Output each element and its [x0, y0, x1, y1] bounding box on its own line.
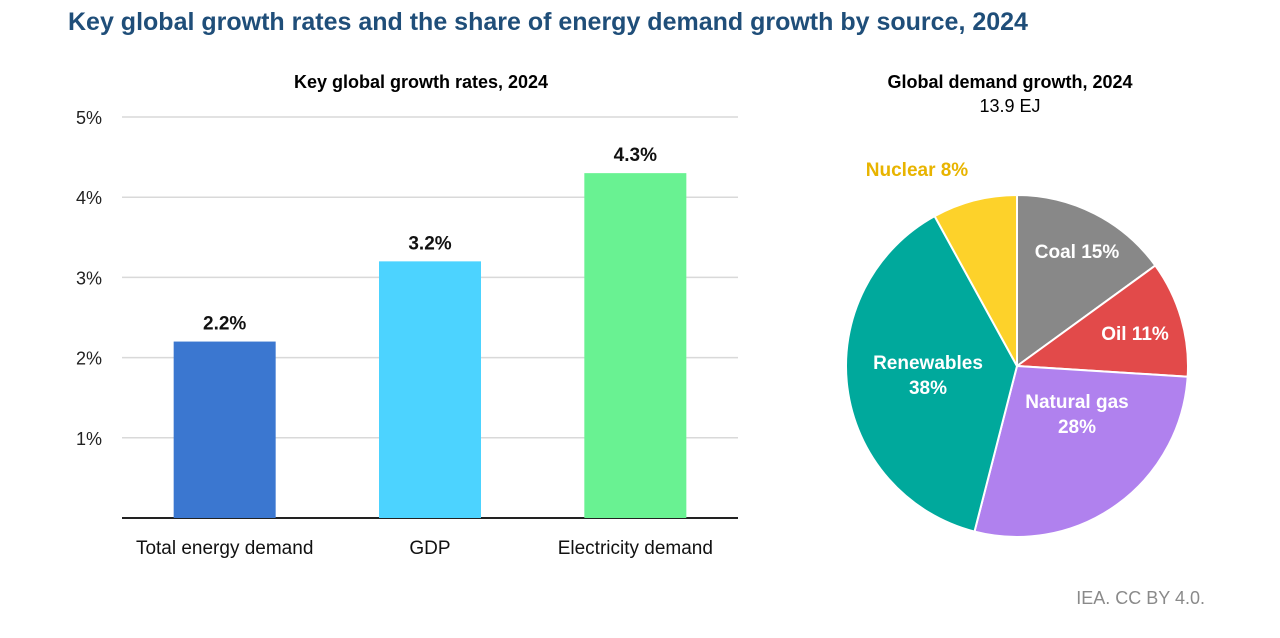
bar-chart: Key global growth rates, 2024 1% 2% 3% 4% 5%…: [76, 72, 738, 559]
pie-label-nuclear: Nuclear 8%: [866, 160, 969, 181]
pie-chart-subtitle: 13.9 EJ: [979, 96, 1040, 116]
pie-slice-natural-gas: [973, 364, 1189, 538]
pie-label-coal: Coal 15%: [1035, 242, 1120, 263]
x-tick-label: Total energy demand: [136, 538, 313, 559]
x-tick-label: Electricity demand: [558, 538, 713, 559]
bar-y-axis: 1% 2% 3% 4% 5%: [76, 108, 102, 449]
bar-chart-title: Key global growth rates, 2024: [294, 72, 548, 92]
pie-slice-labels: Coal 15% Oil 11% Natural gas 28% Renewables 3…: [866, 160, 1169, 438]
pie-slice-oil: [1014, 264, 1189, 378]
bar-x-axis: Total energy demand GDP Electricity demand: [136, 538, 713, 559]
y-tick-label: 4%: [76, 188, 102, 208]
bar: [584, 173, 687, 518]
credit-text: IEA. CC BY 4.0.: [1076, 588, 1205, 608]
bar-data-label: 3.2%: [408, 233, 451, 254]
bar-series: [173, 173, 687, 518]
bar: [379, 261, 481, 518]
pie-slices: [845, 193, 1189, 538]
bar-data-labels: 2.2% 3.2% 4.3%: [203, 145, 657, 334]
page-title: Key global growth rates and the share of…: [68, 8, 1028, 36]
pie-chart-title: Global demand growth, 2024: [887, 72, 1132, 92]
pie-slice-renewables: [845, 214, 1019, 533]
y-tick-label: 1%: [76, 429, 102, 449]
bar-data-label: 2.2%: [203, 314, 246, 335]
bar: [173, 341, 276, 518]
pie-slice-nuclear: [933, 193, 1018, 367]
x-tick-label: GDP: [409, 538, 450, 559]
bar-data-label: 4.3%: [614, 145, 657, 166]
pie-slice-coal: [1016, 193, 1157, 368]
pie-label-oil: Oil 11%: [1101, 324, 1169, 345]
y-tick-label: 5%: [76, 108, 102, 128]
y-tick-label: 3%: [76, 268, 102, 288]
pie-chart: Global demand growth, 2024 13.9 EJ Coal …: [845, 72, 1189, 538]
y-tick-label: 2%: [76, 349, 102, 369]
pie-label-renewables: Renewables 38%: [873, 353, 983, 399]
pie-label-natural-gas: Natural gas 28%: [1025, 392, 1128, 438]
